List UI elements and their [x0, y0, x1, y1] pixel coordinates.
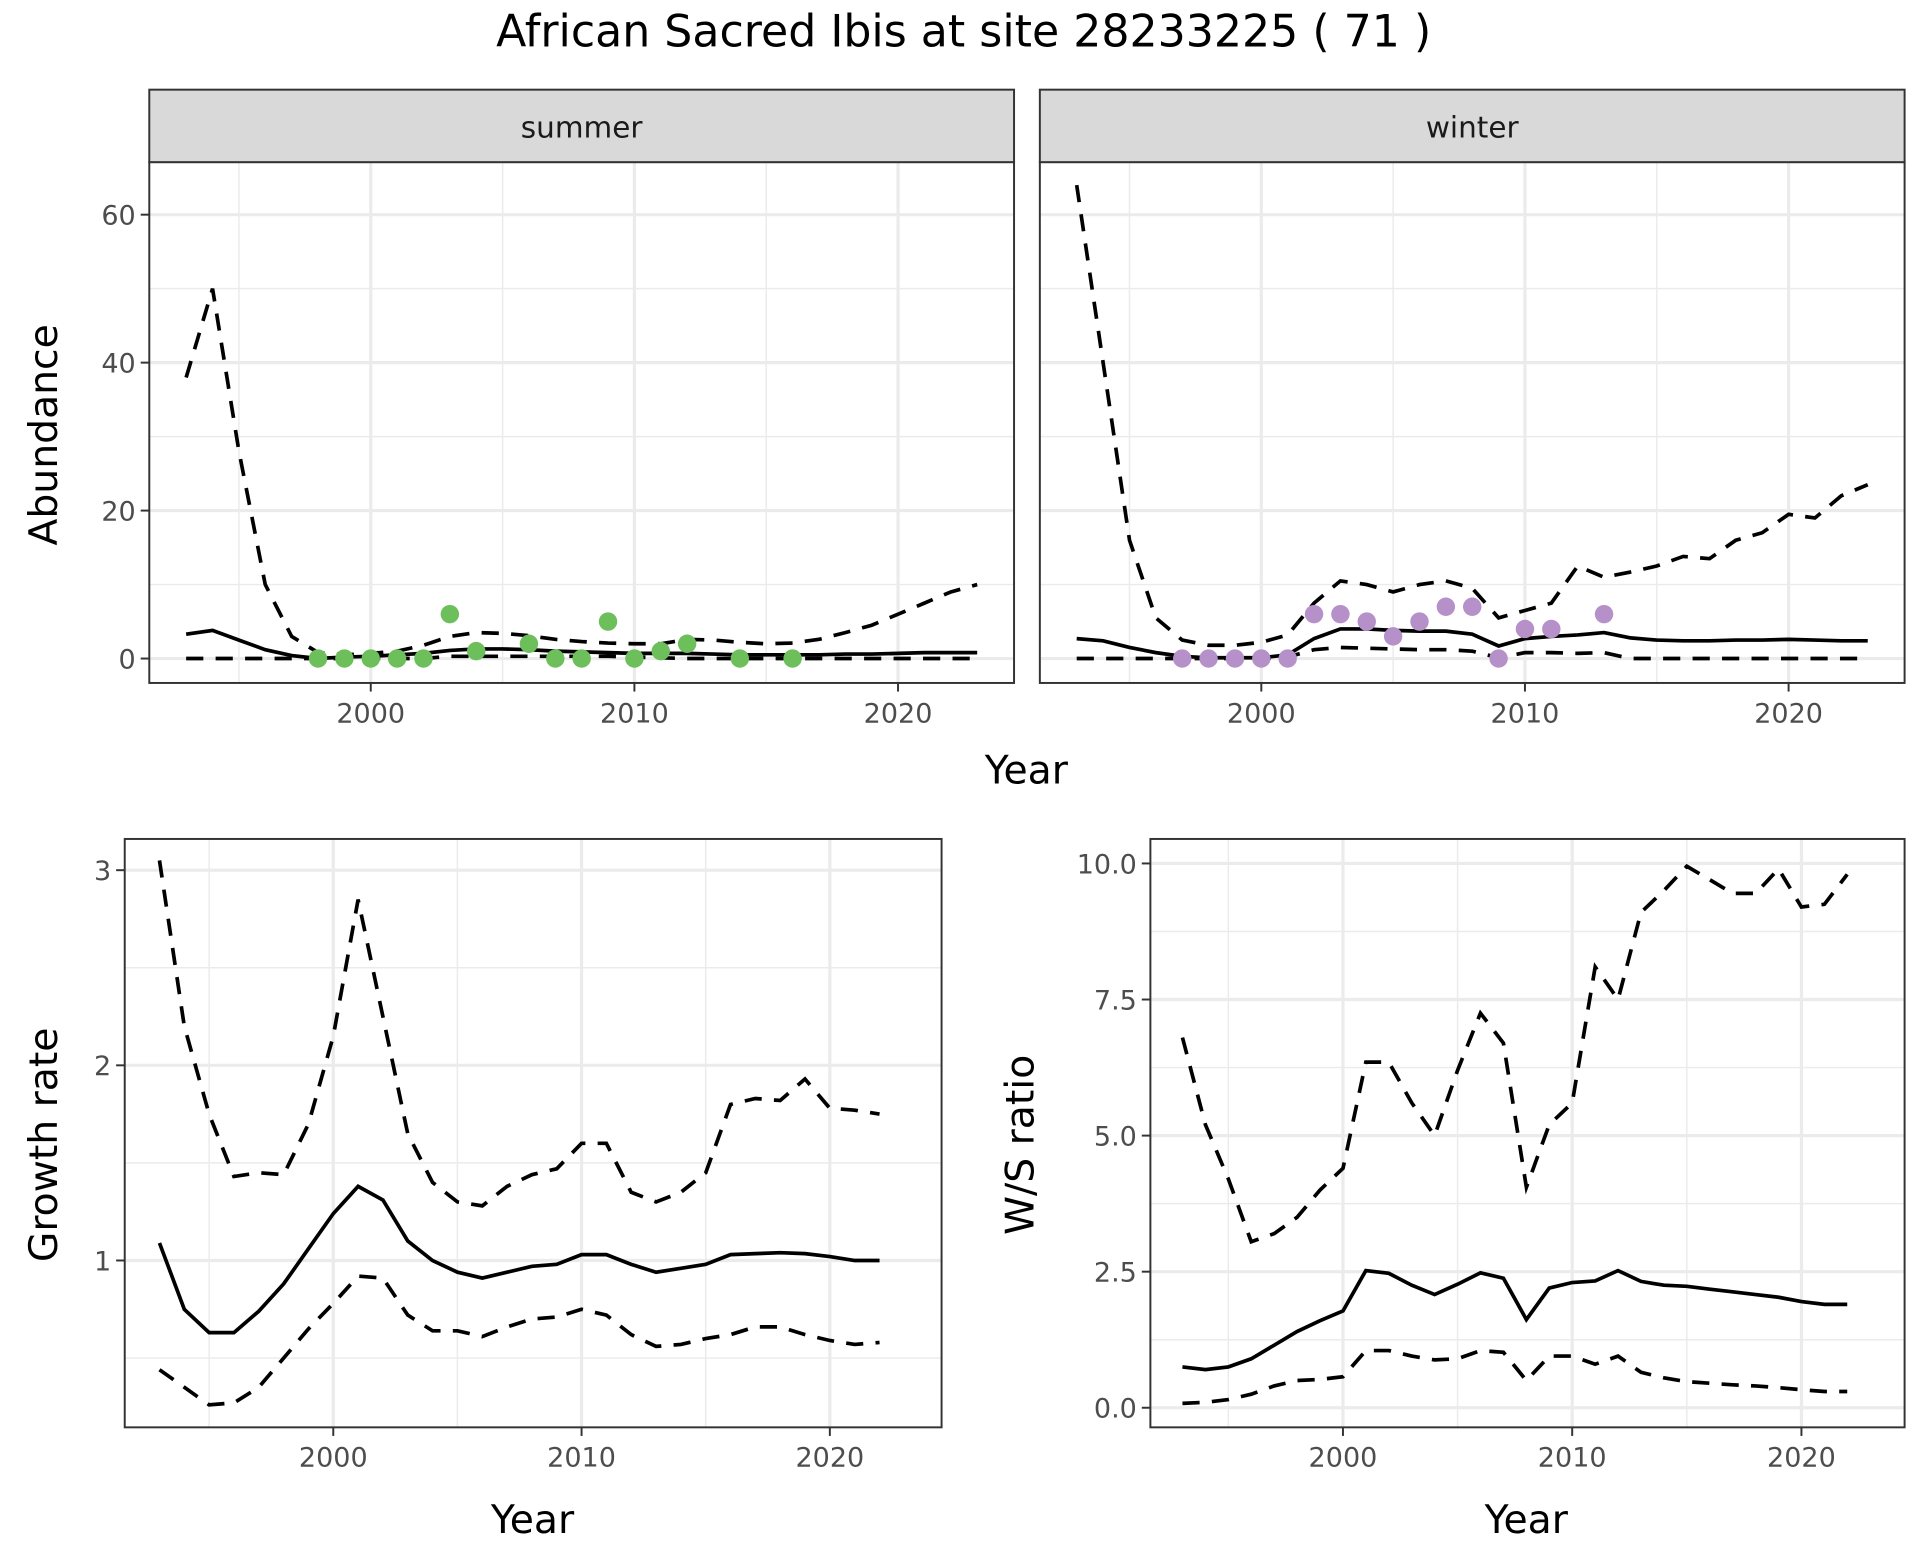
y-tick-label: 2.5 [1094, 1257, 1137, 1288]
observed-point [1594, 604, 1614, 624]
x-tick-label: 2020 [864, 698, 933, 729]
observed-point [546, 649, 565, 668]
y-tick-label: 7.5 [1094, 985, 1137, 1016]
observed-point [625, 649, 644, 668]
y-tick-label: 1 [94, 1246, 111, 1277]
x-axis-title: Year [984, 749, 1069, 794]
y-axis-title: Growth rate [22, 1028, 67, 1263]
plot-background [124, 838, 942, 1428]
x-tick-label: 2020 [1754, 698, 1823, 729]
x-tick-label: 2000 [1227, 698, 1296, 729]
upper-bound-line [1074, 184, 1869, 648]
observed-point [651, 641, 670, 661]
plot-background [1150, 838, 1905, 1428]
observed-point [308, 649, 328, 668]
observed-point [1199, 649, 1218, 668]
upper-bound-line [157, 860, 880, 1208]
panel-plot-2: 2000 2010 2020 1 2 3 Year Growth rate [22, 837, 943, 1543]
facet-strip [1038, 88, 1906, 164]
y-tick-label: 60 [101, 200, 135, 231]
y-tick-label: 40 [101, 348, 135, 379]
x-tick-label: 2020 [795, 1443, 864, 1474]
observed-point [466, 641, 486, 661]
observed-point [1515, 619, 1535, 639]
x-tick-label: 2000 [336, 698, 405, 729]
plot-background [149, 162, 1015, 683]
observed-point [783, 649, 802, 668]
panel-plot-3: 2000 2010 2020 0.0 2.5 5.0 7.5 10.0 Year W/S rati… [999, 837, 1906, 1543]
x-axis-title: Year [490, 1498, 575, 1543]
observed-point [1331, 604, 1350, 624]
lower-bound-line [158, 1274, 880, 1407]
observed-point [1463, 597, 1482, 616]
facet-label: summer [521, 111, 644, 145]
observed-point [1357, 612, 1376, 631]
x-tick-label: 2010 [600, 698, 669, 729]
facet-label: winter [1426, 111, 1520, 145]
observed-point [387, 649, 407, 668]
observed-point [519, 634, 539, 653]
observed-point [440, 604, 460, 624]
observed-point [677, 634, 697, 653]
observed-point [1436, 597, 1456, 616]
observed-point [1278, 649, 1297, 668]
facet-strip [148, 88, 1016, 164]
x-axis-title: Year [1484, 1498, 1569, 1543]
panel-border [1149, 837, 1906, 1429]
observed-point [730, 649, 750, 668]
observed-point [1410, 612, 1429, 631]
observed-point [1304, 604, 1324, 624]
observed-point [414, 649, 433, 668]
x-tick-label: 2020 [1767, 1443, 1836, 1474]
mean-line [157, 1184, 880, 1335]
x-tick-label: 2010 [1538, 1443, 1607, 1474]
upper-bound-line [1180, 863, 1849, 1245]
observed-point [1383, 627, 1403, 646]
plot-background [1039, 162, 1905, 683]
y-axis-title: Abundance [22, 324, 67, 545]
panel-border [123, 837, 943, 1429]
observed-point [361, 649, 380, 668]
y-tick-label: 0 [119, 644, 136, 675]
x-tick-label: 2010 [547, 1443, 616, 1474]
y-tick-label: 2 [94, 1051, 111, 1082]
observed-point [572, 649, 591, 668]
observed-point [1225, 649, 1245, 668]
y-tick-label: 5.0 [1094, 1121, 1137, 1152]
mean-line [1182, 1268, 1848, 1372]
panel-summer: summer 2000 2010 2020 0 20 40 60 Abundance [22, 88, 1016, 729]
panel-winter: winter 2000 2010 2020 Year [984, 88, 1906, 794]
chart-title: African Sacred Ibis at site 28233225 ( 7… [496, 7, 1431, 58]
x-tick-label: 2010 [1491, 698, 1560, 729]
y-tick-label: 20 [101, 496, 135, 527]
observed-point [598, 612, 618, 631]
observed-point [1489, 649, 1508, 668]
observed-point [335, 649, 354, 668]
x-tick-label: 2000 [1309, 1443, 1378, 1474]
observed-point [1252, 649, 1271, 668]
y-axis-title: W/S ratio [999, 1055, 1044, 1235]
x-tick-label: 2000 [299, 1443, 368, 1474]
lower-bound-line [1182, 1348, 1848, 1406]
observed-point [1172, 649, 1192, 668]
y-tick-label: 0.0 [1094, 1394, 1137, 1425]
y-tick-label: 3 [94, 856, 111, 887]
y-tick-label: 10.0 [1077, 849, 1137, 880]
observed-point [1542, 619, 1561, 639]
